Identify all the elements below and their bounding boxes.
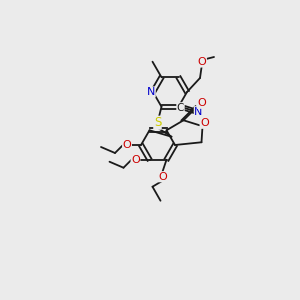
Text: O: O — [123, 140, 131, 150]
Text: O: O — [197, 98, 206, 108]
Text: O: O — [198, 57, 206, 67]
Text: O: O — [158, 172, 167, 182]
Text: O: O — [200, 118, 209, 128]
Text: N: N — [147, 87, 155, 97]
Text: C: C — [177, 103, 184, 113]
Text: O: O — [131, 155, 140, 165]
Text: S: S — [154, 116, 161, 129]
Text: N: N — [194, 107, 203, 117]
